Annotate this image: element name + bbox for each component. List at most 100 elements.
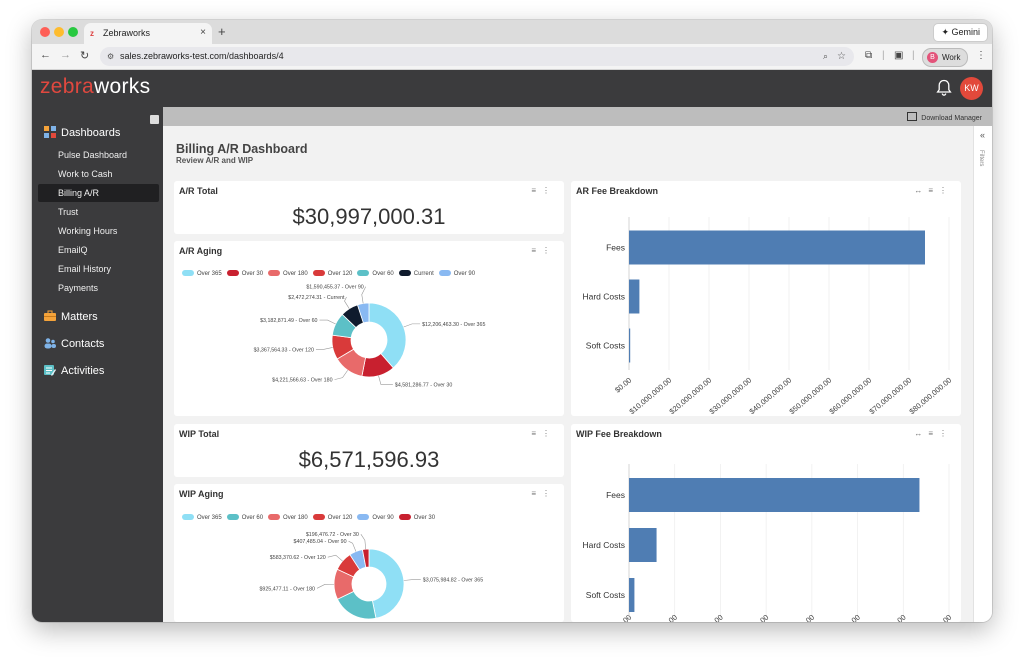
- zebraworks-logo[interactable]: zebraworks: [40, 75, 150, 99]
- bar-soft-costs[interactable]: [629, 578, 635, 612]
- gemini-button[interactable]: ✦ Gemini: [933, 23, 988, 42]
- download-bar: Download Manager: [163, 107, 992, 126]
- slice-leader-line: [403, 323, 421, 328]
- zoom-icon[interactable]: ⌕: [822, 51, 828, 61]
- slice-label-over-365: $3,075,984.82 - Over 365: [423, 578, 483, 584]
- legend-swatch: [357, 270, 370, 276]
- card-menu-icons[interactable]: ≡⋮: [531, 246, 556, 255]
- slice-over-90[interactable]: [356, 302, 370, 324]
- legend-item-over-60[interactable]: Over 60: [226, 514, 264, 521]
- legend-label: Over 60: [241, 515, 264, 521]
- extensions-icon[interactable]: ⧉: [865, 50, 873, 61]
- legend-item-current[interactable]: Current: [398, 270, 434, 277]
- card-menu-icons[interactable]: ≡⋮: [531, 429, 556, 438]
- legend-item-over-180[interactable]: Over 180: [268, 270, 308, 277]
- new-tab-button[interactable]: +: [218, 24, 226, 39]
- legend-item-over-60[interactable]: Over 60: [357, 270, 394, 277]
- sidebar-item-label: Dashboards: [61, 127, 121, 139]
- profile-label: Work: [942, 53, 961, 62]
- collapse-sidebar-icon[interactable]: [150, 115, 159, 124]
- forward-icon[interactable]: →: [60, 49, 71, 61]
- bar-fees[interactable]: [629, 230, 925, 265]
- card-menu-icons[interactable]: ≡⋮: [531, 186, 556, 195]
- card-menu-icons[interactable]: ↔≡⋮: [914, 429, 953, 438]
- address-bar[interactable]: ⚙ sales.zebraworks-test.com/dashboards/4…: [100, 47, 854, 66]
- profile-button[interactable]: B Work: [922, 48, 968, 67]
- card-title: A/R Total: [179, 186, 218, 196]
- sidebar-item-activities[interactable]: Activities: [44, 364, 104, 377]
- card-title: WIP Aging: [179, 489, 224, 499]
- legend-item-over-90[interactable]: Over 90: [438, 270, 475, 277]
- user-avatar[interactable]: KW: [960, 77, 983, 100]
- slice-leader-line: [319, 319, 336, 325]
- contacts-icon: [44, 338, 56, 349]
- browser-tab[interactable]: z Zebraworks ×: [84, 23, 212, 44]
- download-icon: [907, 112, 918, 121]
- sidebar-item-work-to-cash[interactable]: Work to Cash: [58, 169, 113, 179]
- wip-total-card: WIP Total ≡⋮ $6,571,596.93: [174, 424, 564, 477]
- legend-item-over-180[interactable]: Over 180: [268, 514, 308, 521]
- reload-icon[interactable]: ↻: [80, 50, 90, 62]
- sidebar-item-billing-ar[interactable]: Billing A/R: [58, 188, 100, 198]
- minimize-window-button[interactable]: [54, 27, 64, 37]
- legend-item-over-365[interactable]: Over 365: [182, 270, 222, 277]
- sidebar-item-email-history[interactable]: Email History: [58, 264, 112, 274]
- card-menu-icons[interactable]: ≡⋮: [531, 489, 556, 498]
- sidebar-item-pulse-dashboard[interactable]: Pulse Dashboard: [58, 150, 128, 160]
- y-category-label: Soft Costs: [586, 341, 625, 351]
- bar-fees[interactable]: [629, 478, 920, 512]
- bar-hard-costs[interactable]: [629, 279, 640, 314]
- page-subtitle: Review A/R and WIP: [176, 156, 254, 165]
- maximize-window-button[interactable]: [68, 27, 78, 37]
- ar-fee-bar-chart: $0.00$10,000,000.00$20,000,000.00$30,000…: [582, 217, 954, 415]
- wip-fee-breakdown-card: WIP Fee Breakdown ↔≡⋮ .00.00.00.00.00.00…: [571, 424, 961, 622]
- sidebar-item-matters[interactable]: Matters: [44, 310, 98, 323]
- sidebar-item-emailq[interactable]: EmailQ: [58, 245, 88, 255]
- slice-over-365[interactable]: [368, 548, 405, 619]
- download-manager-button[interactable]: Download Manager: [907, 112, 982, 122]
- slice-over-30[interactable]: [361, 548, 370, 568]
- filters-panel[interactable]: « Filters: [973, 126, 992, 622]
- bar-soft-costs[interactable]: [629, 328, 631, 363]
- legend-item-over-120[interactable]: Over 120: [312, 514, 352, 521]
- browser-window: z Zebraworks × + ✦ Gemini ← → ↻ ⚙ sales.…: [32, 20, 992, 622]
- slice-over-365[interactable]: [368, 302, 407, 369]
- card-menu-icons[interactable]: ↔≡⋮: [914, 186, 953, 195]
- site-info-icon[interactable]: ⚙: [107, 52, 115, 61]
- browser-menu-icon[interactable]: ⋮: [976, 50, 986, 61]
- legend-item-over-90[interactable]: Over 90: [357, 514, 394, 521]
- legend-label: Over 90: [372, 515, 394, 521]
- back-icon[interactable]: ←: [40, 49, 51, 61]
- profile-avatar: B: [927, 52, 938, 63]
- legend-label: Over 120: [327, 271, 353, 277]
- expand-filters-icon[interactable]: «: [980, 130, 986, 140]
- legend-label: Current: [413, 271, 434, 277]
- legend-item-over-30[interactable]: Over 30: [398, 514, 436, 521]
- slice-label-over-30: $4,581,286.77 - Over 30: [395, 382, 452, 388]
- sidebar-item-dashboards[interactable]: Dashboards: [44, 126, 120, 139]
- close-window-button[interactable]: [40, 27, 50, 37]
- legend-item-over-30[interactable]: Over 30: [226, 270, 263, 277]
- sidebar-item-payments[interactable]: Payments: [58, 283, 99, 293]
- notification-bell-icon[interactable]: [936, 79, 952, 97]
- legend-label: Over 30: [413, 515, 436, 521]
- sidebar-item-trust[interactable]: Trust: [58, 207, 79, 217]
- x-tick-label: $80,000,000.00: [908, 376, 954, 415]
- wip-fee-bar-chart: .00 .00 .00 .00 .00 .00 .00 .00 Fees Hard Costs So…: [582, 464, 953, 622]
- bar-hard-costs[interactable]: [629, 528, 657, 562]
- sidepanel-icon[interactable]: ▣: [894, 50, 904, 61]
- briefcase-icon: [44, 310, 56, 321]
- legend-label: Over 365: [197, 515, 222, 521]
- filters-label: Filters: [978, 150, 984, 167]
- sidebar-item-contacts[interactable]: Contacts: [44, 337, 104, 350]
- sidebar-item-working-hours[interactable]: Working Hours: [58, 226, 118, 236]
- bookmark-star-icon[interactable]: ☆: [837, 51, 846, 62]
- legend-item-over-120[interactable]: Over 120: [312, 270, 353, 277]
- close-tab-icon[interactable]: ×: [200, 27, 206, 38]
- card-title: AR Fee Breakdown: [576, 186, 659, 196]
- logo-part-zebra: zebra: [40, 75, 95, 98]
- card-title: WIP Total: [179, 429, 220, 439]
- y-category-label: Fees: [606, 243, 625, 253]
- legend-swatch: [268, 270, 281, 276]
- legend-item-over-365[interactable]: Over 365: [182, 514, 222, 521]
